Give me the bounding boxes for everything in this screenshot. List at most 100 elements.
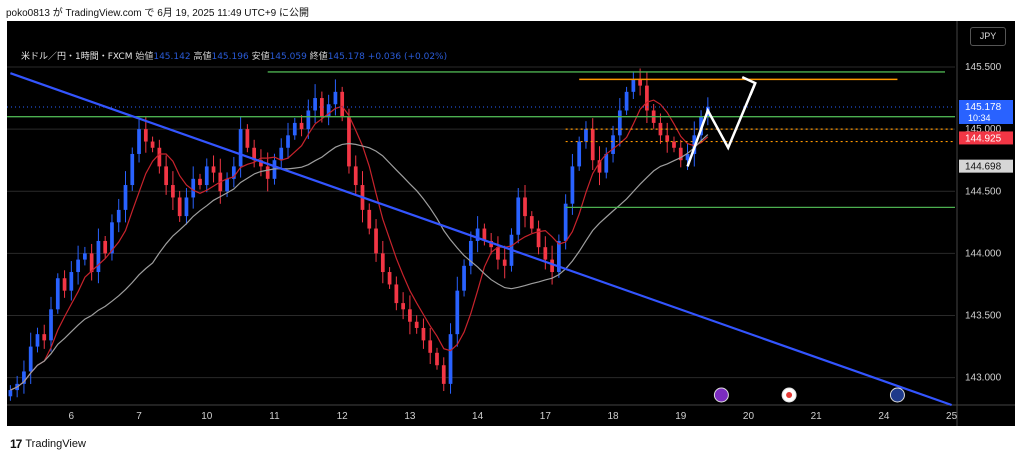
candle-body-100 bbox=[685, 153, 690, 161]
price-tag-label-2: 144.698 bbox=[965, 162, 1002, 173]
candle-body-61 bbox=[421, 327, 426, 341]
candle-body-88 bbox=[604, 153, 609, 173]
candle-body-58 bbox=[401, 303, 405, 310]
candle-body-21 bbox=[150, 141, 155, 148]
x-tick-label-8: 18 bbox=[607, 411, 619, 422]
candle-body-85 bbox=[584, 129, 588, 142]
legend-high: 145.196 bbox=[211, 52, 249, 62]
candle-body-72 bbox=[496, 247, 500, 260]
candle-body-45 bbox=[313, 98, 317, 111]
x-tick-label-10: 20 bbox=[743, 411, 755, 422]
candle-body-76 bbox=[523, 197, 527, 217]
candle-body-80 bbox=[550, 259, 554, 273]
candle-body-79 bbox=[543, 247, 548, 260]
candle-body-55 bbox=[380, 253, 385, 273]
candle-body-10 bbox=[76, 259, 80, 273]
price-tag-label-0: 145.178 bbox=[965, 102, 1002, 113]
price-tag-2 bbox=[959, 159, 1013, 173]
candle-body-68 bbox=[468, 240, 473, 266]
candle-body-6 bbox=[49, 309, 53, 341]
x-tick-label-5: 13 bbox=[404, 411, 416, 422]
x-tick-label-6: 14 bbox=[472, 411, 484, 422]
candle-body-89 bbox=[611, 135, 615, 154]
y-tick-label-3: 144.000 bbox=[965, 248, 1002, 259]
candle-body-11 bbox=[83, 253, 87, 260]
price-tag-label-1: 144.925 bbox=[965, 133, 1002, 144]
candle-body-34 bbox=[238, 129, 243, 167]
tradingview-brand[interactable]: 17 TradingView bbox=[10, 437, 86, 451]
legend-close-label: 終値 bbox=[309, 52, 328, 62]
y-tick-label-4: 143.500 bbox=[965, 311, 1002, 322]
candle-body-48 bbox=[333, 91, 338, 105]
candle-body-87 bbox=[597, 160, 602, 173]
candle-body-18 bbox=[130, 153, 135, 186]
candle-body-93 bbox=[638, 79, 642, 86]
candle-body-60 bbox=[414, 321, 419, 328]
candle-body-13 bbox=[96, 240, 101, 273]
candle-body-15 bbox=[110, 222, 114, 254]
publish-caption: poko0813 が TradingView.com で 6月 19, 2025… bbox=[6, 8, 310, 19]
candle-body-4 bbox=[35, 334, 40, 347]
legend-high-label: 高値 bbox=[193, 52, 212, 62]
candle-body-3 bbox=[28, 346, 33, 372]
ma-slow-line bbox=[10, 134, 709, 391]
candle-body-44 bbox=[306, 110, 311, 130]
candle-body-54 bbox=[374, 228, 378, 254]
currency-button[interactable]: JPY bbox=[970, 27, 1006, 46]
candle-body-16 bbox=[116, 209, 121, 223]
candle-body-92 bbox=[631, 79, 636, 92]
flash-event-icon[interactable] bbox=[713, 387, 729, 403]
x-tick-label-2: 10 bbox=[201, 411, 213, 422]
x-tick-label-0: 6 bbox=[69, 411, 75, 422]
us-flag-event-icon[interactable] bbox=[889, 387, 905, 403]
price-tag-sub-0: 10:34 bbox=[968, 113, 991, 123]
candle-body-90 bbox=[617, 110, 622, 136]
candle-body-29 bbox=[204, 166, 209, 186]
candle-body-40 bbox=[279, 147, 284, 161]
legend-open-label: 始値 bbox=[135, 52, 154, 62]
candle-body-78 bbox=[536, 228, 541, 248]
candle-body-30 bbox=[211, 166, 216, 173]
candle-body-28 bbox=[198, 178, 202, 186]
chart-frame[interactable]: 145.500 145.000 144.500 144.000 143.500 143.0… bbox=[7, 21, 1015, 426]
candle-body-23 bbox=[164, 166, 168, 186]
ma-fast-line bbox=[10, 99, 709, 391]
candle-body-9 bbox=[69, 272, 74, 291]
candle-body-69 bbox=[475, 228, 480, 241]
candle-body-42 bbox=[292, 122, 297, 136]
candle-body-63 bbox=[435, 352, 439, 366]
candle-body-19 bbox=[137, 129, 141, 154]
candle-body-41 bbox=[286, 135, 290, 148]
candlestick-chart[interactable]: 145.500 145.000 144.500 144.000 143.500 143.0… bbox=[7, 21, 1015, 426]
candle-body-2 bbox=[22, 371, 26, 384]
candle-body-86 bbox=[590, 129, 595, 161]
candle-body-77 bbox=[529, 216, 534, 229]
x-tick-label-4: 12 bbox=[337, 411, 349, 422]
candle-body-81 bbox=[557, 240, 561, 273]
candle-body-8 bbox=[62, 278, 67, 291]
candle-body-25 bbox=[177, 197, 182, 217]
candle-body-20 bbox=[143, 129, 148, 142]
legend-symbol: 米ドル／円・1時間・FXCM bbox=[21, 52, 133, 62]
candle-body-24 bbox=[171, 185, 175, 198]
x-tick-label-12: 24 bbox=[878, 411, 890, 422]
candle-body-62 bbox=[428, 340, 433, 353]
candle-body-56 bbox=[387, 272, 392, 285]
candle-body-65 bbox=[448, 334, 453, 384]
x-tick-label-11: 21 bbox=[811, 411, 823, 422]
legend-low-label: 安値 bbox=[251, 52, 270, 62]
legend-close: 145.178 bbox=[327, 52, 365, 62]
legend-change: +0.036 (+0.02%) bbox=[367, 52, 448, 62]
candle-body-75 bbox=[516, 197, 521, 235]
brand-name: TradingView bbox=[25, 438, 86, 450]
target-event-icon-center bbox=[786, 392, 793, 398]
y-tick-label-0: 145.500 bbox=[965, 62, 1002, 73]
candle-body-96 bbox=[658, 122, 663, 136]
candle-body-22 bbox=[157, 147, 162, 167]
candle-body-97 bbox=[665, 135, 670, 142]
x-tick-label-1: 7 bbox=[136, 411, 142, 422]
candle-body-12 bbox=[89, 253, 94, 273]
symbol-legend: 米ドル／円・1時間・FXCM 始値145.142 高値145.196 安値145… bbox=[21, 49, 447, 62]
projection-arrow bbox=[686, 82, 757, 167]
candle-body-84 bbox=[577, 141, 582, 167]
